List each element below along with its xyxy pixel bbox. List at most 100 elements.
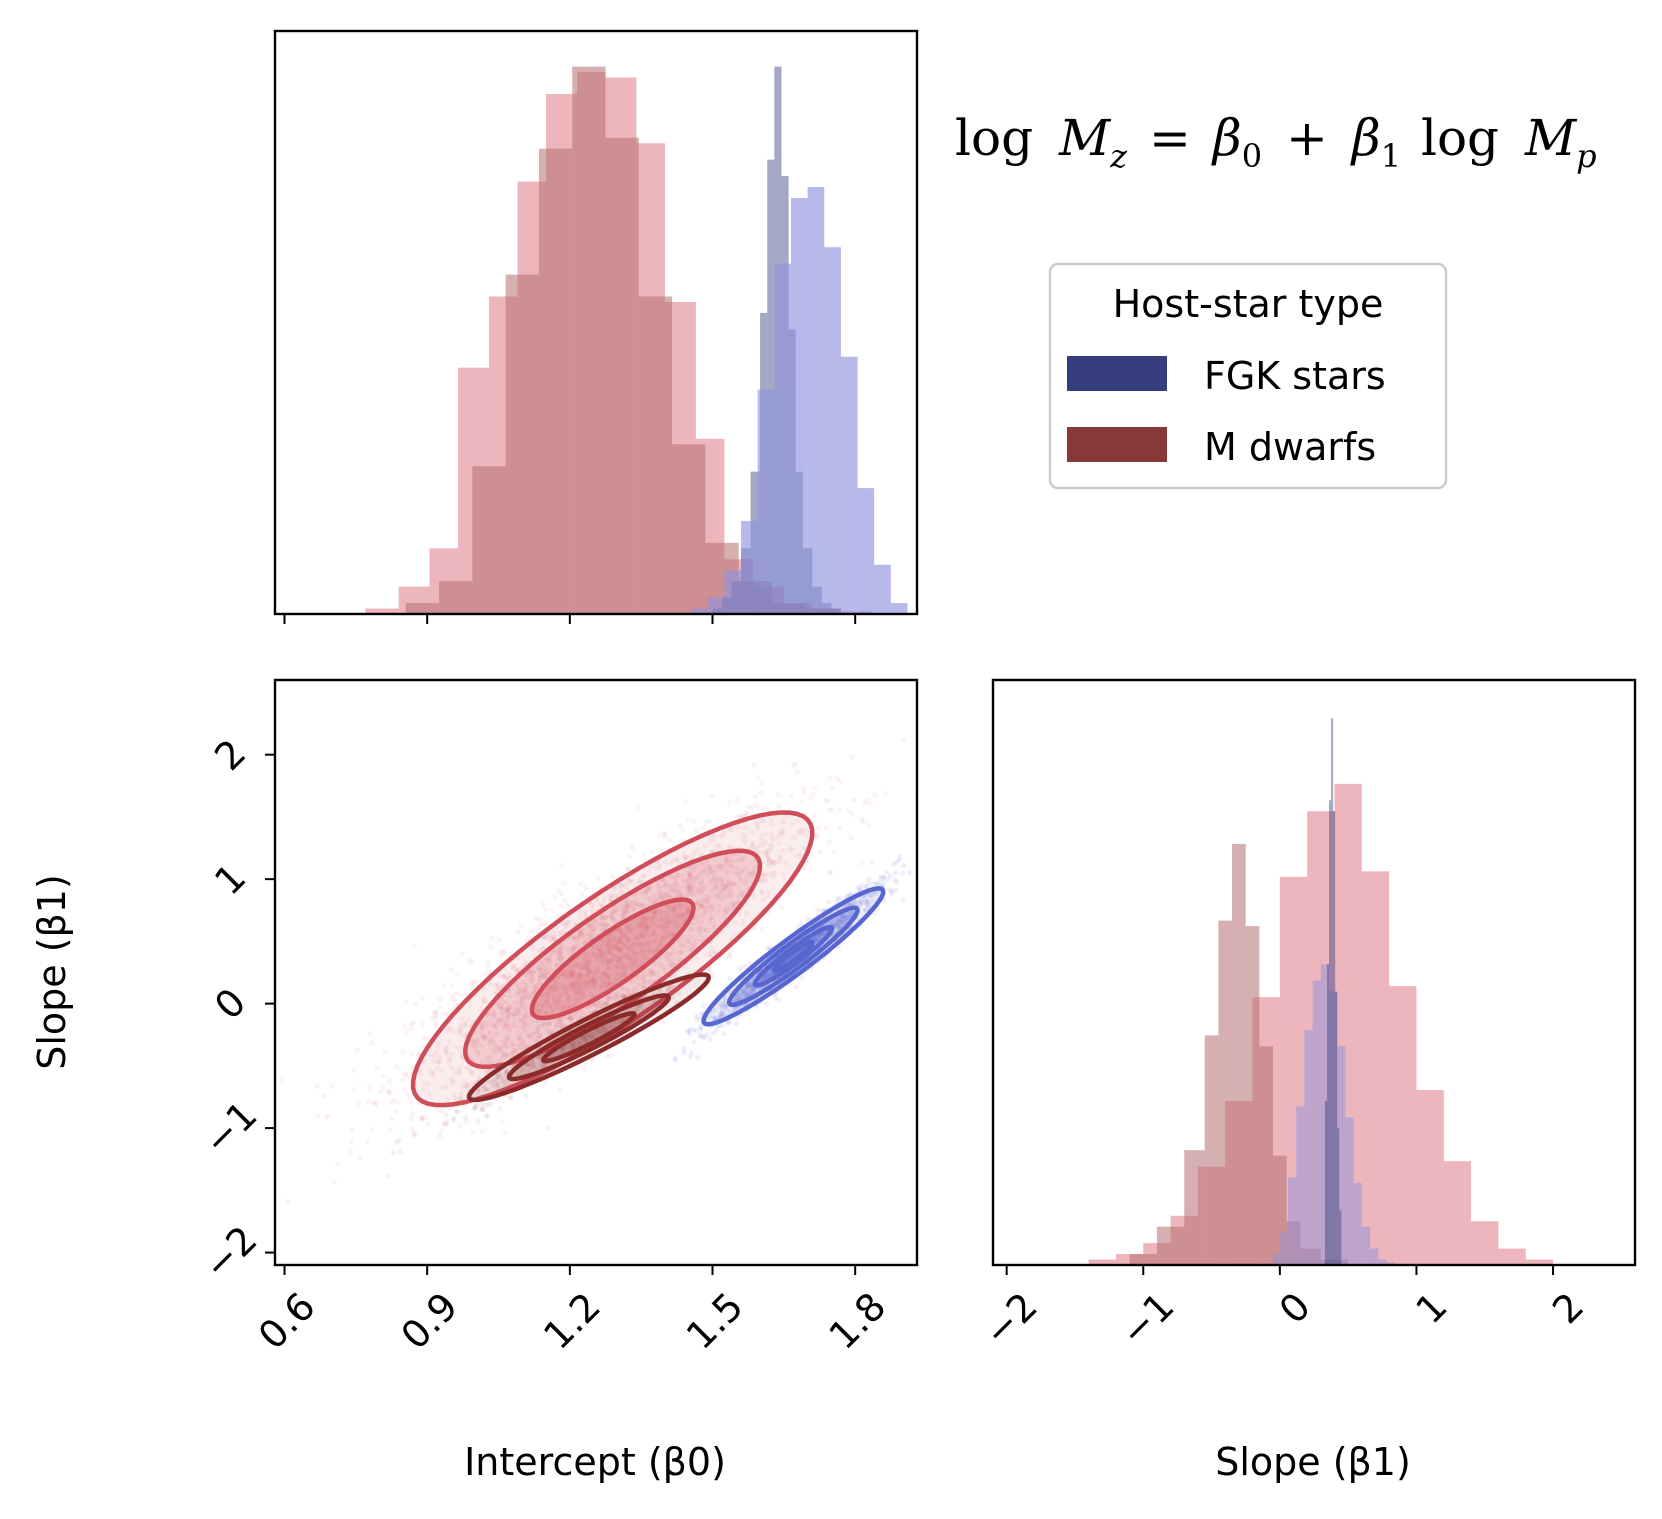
scatter-point-cloud-0-698 [535, 1032, 541, 1039]
scatter-point-cloud-0-394 [750, 829, 756, 836]
scatter-point-cloud-0-998 [581, 978, 587, 985]
scatter-point-cloud-0-851 [646, 885, 653, 891]
scatter-point-cloud-0-378 [694, 847, 700, 853]
scatter-point-cloud-0-748 [709, 903, 716, 909]
scatter-point-cloud-0-983 [624, 924, 630, 930]
scatter-point-cloud-0-64 [625, 926, 631, 932]
scatter-point-cloud-0-9 [578, 960, 584, 966]
scatter-point-cloud-0-1639 [408, 1116, 414, 1122]
scatter-point-cloud-0-922 [759, 780, 765, 787]
scatter-point-cloud-0-413 [735, 814, 741, 820]
scatter-point-cloud-0-1786 [869, 860, 875, 866]
scatter-point-cloud-0-197 [590, 977, 596, 983]
scatter-point-cloud-0-2216 [409, 1100, 415, 1106]
scatter-point-cloud-0-242 [681, 943, 687, 949]
scatter-point-cloud-0-491 [566, 946, 572, 952]
scatter-point-cloud-0-1054 [470, 1130, 476, 1136]
scatter-point-cloud-0-844 [631, 940, 637, 946]
scatter-point-cloud-0-612 [574, 936, 580, 942]
scatter-point-cloud-0-717 [492, 989, 498, 996]
scatter-point-cloud-0-1293 [682, 798, 688, 804]
scatter-point-cloud-0-1074 [514, 968, 521, 974]
hist-bar-series-3-bin-1 [707, 597, 725, 614]
scatter-point-cloud-0-1032 [654, 908, 660, 915]
scatter-point-cloud-0-234 [580, 933, 587, 939]
scatter-point-cloud-0-502 [474, 1101, 480, 1107]
scatter-point-cloud-0-743 [586, 925, 592, 931]
scatter-point-cloud-0-1945 [456, 1123, 463, 1129]
scatter-point-cloud-0-570 [511, 1048, 517, 1054]
scatter-point-cloud-0-2408 [391, 1097, 398, 1103]
scatter-point-cloud-0-1349 [815, 824, 822, 830]
scatter-point-cloud-0-1130 [479, 1128, 485, 1134]
scatter-point-cloud-0-135 [644, 956, 650, 962]
scatter-point-cloud-0-1520 [866, 822, 872, 829]
scatter-point-cloud-0-945 [738, 889, 744, 896]
scatter-point-cloud-0-1557 [791, 763, 797, 769]
scatter-point-cloud-0-946 [636, 941, 642, 947]
scatter-point-cloud-0-473 [506, 1028, 512, 1034]
scatter-point-cloud-0-431 [691, 850, 697, 856]
scatter-point-cloud-0-1006 [535, 929, 541, 935]
scatter-point-cloud-0-901 [609, 908, 615, 914]
scatter-point-cloud-0-25 [565, 902, 571, 908]
scatter-point-cloud-0-282 [561, 988, 567, 994]
scatter-point-cloud-0-125 [695, 918, 701, 924]
scatter-point-cloud-0-935 [619, 960, 625, 966]
scatter-point-cloud-0-202 [520, 1017, 526, 1023]
scatter-point-cloud-0-1093 [770, 861, 776, 867]
scatter-point-cloud-0-120 [626, 937, 632, 943]
scatter-point-cloud-0-305 [644, 923, 651, 930]
scatter-point-cloud-0-343 [665, 926, 671, 932]
scatter-point-cloud-1-465 [507, 1095, 513, 1101]
scatter-point-cloud-1-136 [390, 1149, 396, 1156]
scatter-point-cloud-0-808 [633, 939, 640, 945]
scatter-point-cloud-0-336 [699, 861, 706, 867]
scatter-point-cloud-0-458 [501, 1007, 507, 1013]
scatter-point-cloud-0-262 [502, 1130, 508, 1136]
scatter-point-cloud-0-871 [643, 916, 649, 922]
scatter-point-cloud-0-867 [657, 941, 663, 948]
scatter-point-cloud-0-171 [762, 852, 769, 858]
scatter-point-cloud-0-663 [616, 937, 623, 943]
scatter-point-cloud-2-778 [799, 975, 805, 981]
hist-bar-series-0-bin-12 [1416, 1090, 1444, 1265]
scatter-point-cloud-0-973 [589, 923, 595, 929]
scatter-point-cloud-0-1616 [370, 1099, 376, 1105]
scatter-point-cloud-0-44 [601, 915, 607, 921]
scatter-point-cloud-0-325 [621, 914, 627, 920]
scatter-point-cloud-0-326 [588, 902, 594, 908]
scatter-point-cloud-0-437 [674, 857, 680, 863]
scatter-point-cloud-0-488 [420, 1088, 426, 1094]
hist-bar-series-1-bin-1 [439, 581, 473, 614]
scatter-point-cloud-0-933 [432, 1053, 438, 1060]
scatter-point-cloud-0-494 [533, 986, 539, 993]
scatter-point-cloud-0-738 [659, 911, 665, 917]
scatter-point-cloud-0-205 [668, 962, 675, 968]
scatter-point-cloud-0-159 [393, 1108, 399, 1114]
hist-bar-series-1-bin-6 [1245, 926, 1260, 1265]
scatter-point-cloud-0-241 [709, 914, 715, 920]
scatter-point-cloud-0-2482 [549, 907, 555, 913]
scatter-point-cloud-0-496 [533, 1029, 539, 1036]
scatter-point-cloud-0-1035 [596, 901, 602, 907]
scatter-point-cloud-0-60 [666, 883, 672, 890]
scatter-point-cloud-0-161 [647, 968, 654, 975]
scatter-point-cloud-0-665 [646, 922, 652, 929]
scatter-point-cloud-0-219 [406, 1096, 413, 1102]
scatter-point-cloud-0-766 [640, 935, 647, 941]
scatter-point-cloud-0-550 [627, 945, 633, 951]
scatter-point-cloud-0-142 [516, 1041, 522, 1047]
scatter-point-cloud-0-513 [638, 942, 645, 948]
scatter-point-cloud-0-1560 [610, 874, 616, 880]
scatter-point-cloud-0-188 [535, 978, 542, 984]
scatter-point-cloud-0-1957 [850, 797, 857, 803]
scatter-point-cloud-0-49 [522, 1020, 528, 1026]
scatter-point-cloud-0-781 [641, 873, 647, 879]
scatter-point-cloud-0-98 [488, 944, 494, 950]
scatter-point-cloud-0-577 [506, 975, 513, 982]
scatter-point-cloud-0-580 [722, 883, 729, 889]
scatter-point-cloud-0-999 [566, 950, 572, 956]
scatter-point-cloud-0-143 [593, 957, 599, 963]
scatter-point-cloud-0-19 [480, 1033, 486, 1040]
